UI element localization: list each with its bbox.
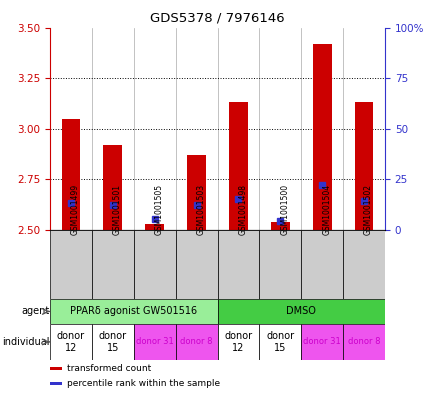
Bar [342,230,384,299]
Text: GSM1001503: GSM1001503 [196,184,205,235]
Text: GSM1001502: GSM1001502 [363,184,372,235]
Bar [92,230,134,299]
Text: donor
15: donor 15 [99,331,127,353]
Bar [270,222,289,230]
Bar [50,382,62,386]
Text: transformed count: transformed count [67,364,151,373]
Text: DMSO: DMSO [286,307,316,316]
Bar [145,224,164,230]
Bar [50,230,92,299]
Bar [217,324,259,360]
Bar [134,230,175,299]
Bar [50,367,62,370]
Bar [175,230,217,299]
Text: donor
15: donor 15 [266,331,294,353]
Bar [61,119,80,230]
Text: individual: individual [2,337,49,347]
Bar [259,230,300,299]
Bar [217,230,259,299]
Text: GSM1001499: GSM1001499 [71,184,80,235]
Bar [50,299,217,324]
Bar [92,324,134,360]
Bar [300,230,342,299]
Text: percentile rank within the sample: percentile rank within the sample [67,379,220,388]
Text: GSM1001498: GSM1001498 [238,184,247,235]
Bar [259,324,300,360]
Bar [217,299,384,324]
Bar [300,324,342,360]
Bar [134,324,175,360]
Text: GSM1001504: GSM1001504 [322,184,330,235]
Bar [342,324,384,360]
Text: agent: agent [21,307,49,316]
Text: donor 31: donor 31 [135,338,173,346]
Text: donor
12: donor 12 [224,331,252,353]
Text: PPARδ agonist GW501516: PPARδ agonist GW501516 [70,307,197,316]
Bar [354,103,373,230]
Bar [175,324,217,360]
Bar [312,44,331,230]
Bar [103,145,122,230]
Bar [228,103,247,230]
Text: GSM1001501: GSM1001501 [112,184,122,235]
Text: donor 8: donor 8 [180,338,212,346]
Bar [50,324,92,360]
Text: donor 8: donor 8 [347,338,379,346]
Text: GSM1001500: GSM1001500 [279,184,289,235]
Text: GSM1001505: GSM1001505 [155,184,163,235]
Title: GDS5378 / 7976146: GDS5378 / 7976146 [150,12,284,25]
Text: donor
12: donor 12 [57,331,85,353]
Bar [187,155,206,230]
Text: donor 31: donor 31 [302,338,340,346]
